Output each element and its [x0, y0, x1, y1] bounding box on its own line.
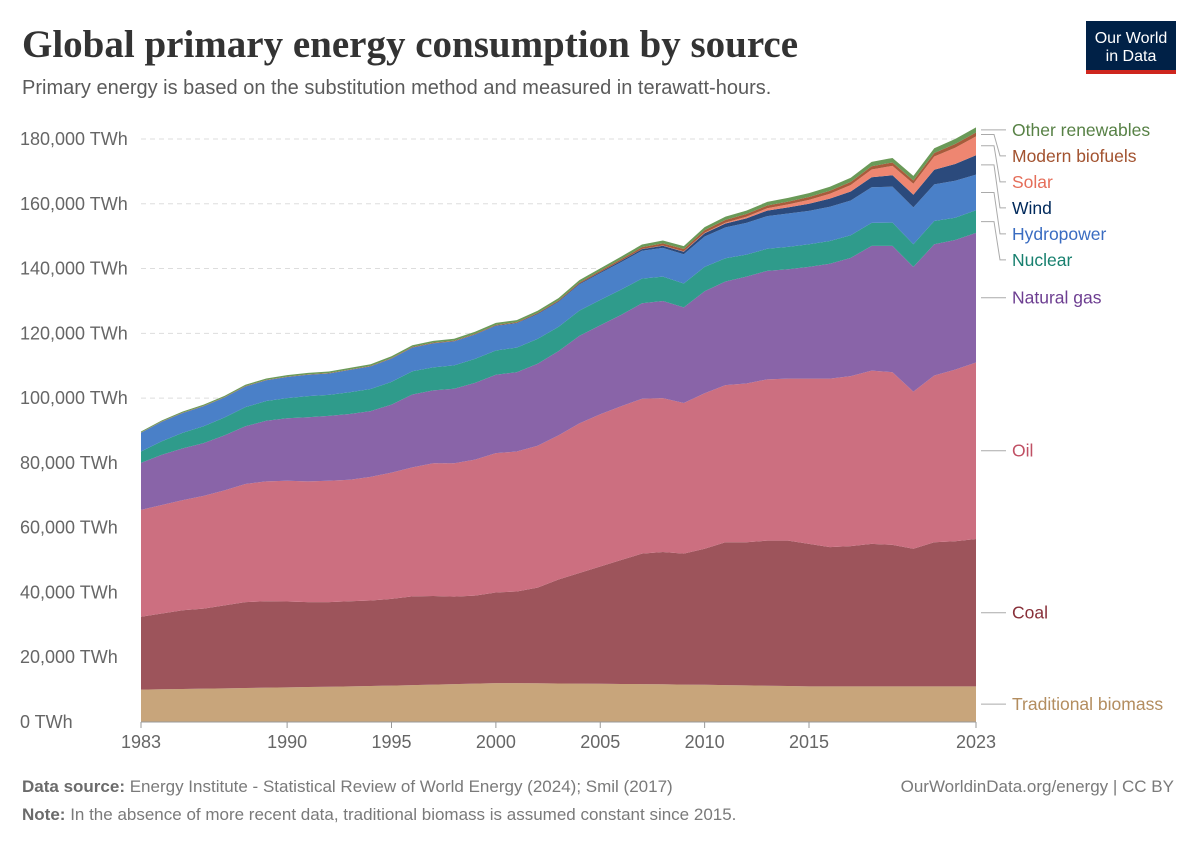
y-tick-label: 160,000 TWh	[20, 194, 128, 214]
legend-label: Nuclear	[1012, 250, 1072, 270]
area	[141, 155, 976, 433]
note-text: In the absence of more recent data, trad…	[70, 805, 736, 824]
y-tick-label: 80,000 TWh	[20, 453, 118, 473]
source-text: Energy Institute - Statistical Review of…	[130, 777, 673, 796]
area	[141, 232, 976, 510]
legend-label: Other renewables	[1012, 120, 1150, 140]
source: Data source: Energy Institute - Statisti…	[22, 777, 673, 796]
legend-label: Oil	[1012, 441, 1033, 461]
x-tick-label: 1990	[267, 732, 307, 752]
logo-bar[interactable]	[1086, 70, 1176, 74]
x-tick-label: 2010	[685, 732, 725, 752]
area	[141, 174, 976, 452]
y-tick-label: 180,000 TWh	[20, 129, 128, 149]
chart-title: Global primary energy consumption by sou…	[22, 23, 798, 66]
leader-line	[981, 145, 1006, 183]
x-tick-label: 1995	[371, 732, 411, 752]
source-label: Data source:	[22, 777, 125, 796]
legend-label: Wind	[1012, 198, 1052, 218]
leader-line	[981, 191, 1006, 235]
area	[141, 132, 976, 433]
x-tick-label: 1983	[121, 732, 161, 752]
legend-label: Natural gas	[1012, 288, 1102, 308]
logo-text[interactable]: in Data	[1106, 48, 1157, 65]
legend-label: Traditional biomass	[1012, 694, 1163, 714]
note: Note: In the absence of more recent data…	[22, 805, 736, 824]
area	[141, 127, 976, 433]
credit[interactable]: OurWorldinData.org/energy | CC BY	[901, 777, 1174, 796]
area	[141, 539, 976, 690]
y-tick-label: 60,000 TWh	[20, 518, 118, 538]
legend-label: Hydropower	[1012, 224, 1107, 244]
logo-text[interactable]: Our World	[1095, 30, 1168, 47]
area	[141, 362, 976, 617]
x-tick-label: 2023	[956, 732, 996, 752]
y-tick-label: 140,000 TWh	[20, 259, 128, 279]
area	[141, 210, 976, 463]
chart-subtitle: Primary energy is based on the substitut…	[22, 77, 771, 99]
area	[141, 136, 976, 433]
x-tick-label: 2000	[476, 732, 516, 752]
y-tick-label: 120,000 TWh	[20, 323, 128, 343]
leader-line	[981, 164, 1006, 209]
logo[interactable]: Our World in Data	[1086, 21, 1176, 74]
y-tick-label: 100,000 TWh	[20, 388, 128, 408]
y-tick-label: 0 TWh	[20, 712, 73, 732]
x-tick-label: 2015	[789, 732, 829, 752]
legend-label: Coal	[1012, 603, 1048, 623]
x-tick-label: 2005	[580, 732, 620, 752]
y-tick-label: 40,000 TWh	[20, 582, 118, 602]
leader-line	[981, 221, 1006, 261]
logo-box[interactable]	[1086, 21, 1176, 70]
note-label: Note:	[22, 805, 65, 824]
area	[141, 683, 976, 722]
legend-label: Modern biofuels	[1012, 146, 1137, 166]
legend-label: Solar	[1012, 172, 1053, 192]
y-tick-label: 20,000 TWh	[20, 647, 118, 667]
leader-line	[981, 133, 1006, 157]
